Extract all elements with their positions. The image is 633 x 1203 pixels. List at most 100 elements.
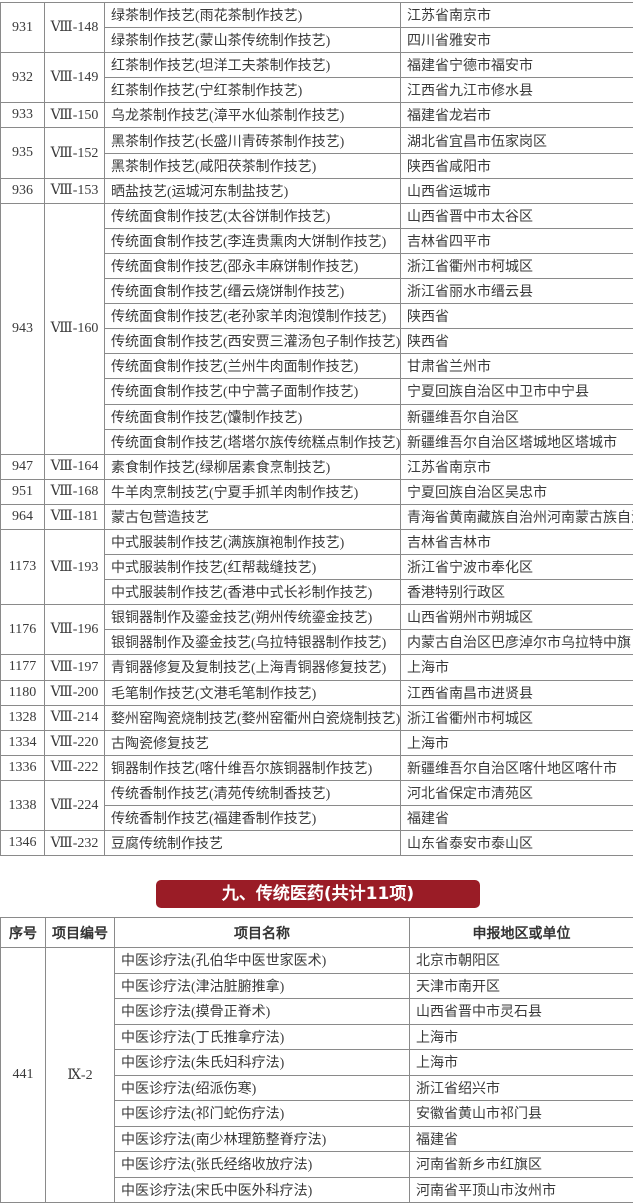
region: 新疆维吾尔自治区 (401, 404, 633, 429)
project-code: Ⅷ-164 (45, 454, 105, 479)
region: 陕西省 (401, 304, 633, 329)
project-code: Ⅷ-150 (45, 103, 105, 128)
project-name: 古陶瓷修复技艺 (105, 730, 401, 755)
project-code: Ⅷ-232 (45, 831, 105, 856)
serial-number: 964 (1, 504, 45, 529)
project-name: 绿茶制作技艺(蒙山茶传统制作技艺) (105, 28, 401, 53)
region: 河南省新乡市红旗区 (410, 1152, 633, 1178)
project-code: Ⅸ-2 (46, 948, 115, 1203)
project-name: 牛羊肉烹制技艺(宁夏手抓羊肉制作技艺) (105, 479, 401, 504)
project-name: 中式服装制作技艺(满族旗袍制作技艺) (105, 529, 401, 554)
header-code: 项目编号 (46, 918, 115, 948)
project-name: 银铜器制作及鎏金技艺(乌拉特银器制作技艺) (105, 630, 401, 655)
project-name: 红茶制作技艺(坦洋工夫茶制作技艺) (105, 53, 401, 78)
project-name: 毛笔制作技艺(文港毛笔制作技艺) (105, 680, 401, 705)
project-name: 传统面食制作技艺(太谷饼制作技艺) (105, 203, 401, 228)
region: 山西省运城市 (401, 178, 633, 203)
region: 福建省宁德市福安市 (401, 53, 633, 78)
project-name: 传统面食制作技艺(缙云烧饼制作技艺) (105, 279, 401, 304)
serial-number: 935 (1, 128, 45, 178)
section-banner-traditional-medicine: 九、传统医药(共计11项) (156, 880, 480, 908)
project-name: 传统面食制作技艺(老孙家羊肉泡馍制作技艺) (105, 304, 401, 329)
region: 上海市 (410, 1024, 633, 1050)
region: 安徽省黄山市祁门县 (410, 1101, 633, 1127)
region: 江西省南昌市进贤县 (401, 680, 633, 705)
region: 上海市 (410, 1050, 633, 1076)
serial-number: 1180 (1, 680, 45, 705)
region: 浙江省宁波市奉化区 (401, 555, 633, 580)
project-name: 黑茶制作技艺(长盛川青砖茶制作技艺) (105, 128, 401, 153)
serial-number: 947 (1, 454, 45, 479)
region: 江苏省南京市 (401, 454, 633, 479)
region: 四川省雅安市 (401, 28, 633, 53)
region: 福建省龙岩市 (401, 103, 633, 128)
project-code: Ⅷ-149 (45, 53, 105, 103)
region: 江苏省南京市 (401, 3, 633, 28)
project-code: Ⅷ-152 (45, 128, 105, 178)
project-name: 传统面食制作技艺(中宁蒿子面制作技艺) (105, 379, 401, 404)
region: 甘肃省兰州市 (401, 354, 633, 379)
region: 福建省 (410, 1126, 633, 1152)
header-region: 申报地区或单位 (410, 918, 633, 948)
project-name: 传统面食制作技艺(李连贵熏肉大饼制作技艺) (105, 228, 401, 253)
project-code: Ⅷ-181 (45, 504, 105, 529)
serial-number: 931 (1, 3, 45, 53)
project-name: 中医诊疗法(津沽脏腑推拿) (115, 973, 410, 999)
serial-number: 1177 (1, 655, 45, 680)
project-code: Ⅷ-193 (45, 529, 105, 604)
region: 河北省保定市清苑区 (401, 780, 633, 805)
project-code: Ⅷ-220 (45, 730, 105, 755)
project-name: 传统香制作技艺(清苑传统制香技艺) (105, 780, 401, 805)
project-name: 中医诊疗法(孔伯华中医世家医术) (115, 948, 410, 974)
header-name: 项目名称 (115, 918, 410, 948)
project-name: 黑茶制作技艺(咸阳茯茶制作技艺) (105, 153, 401, 178)
serial-number: 1346 (1, 831, 45, 856)
project-name: 红茶制作技艺(宁红茶制作技艺) (105, 78, 401, 103)
serial-number: 1173 (1, 529, 45, 604)
table-header-row: 序号 项目编号 项目名称 申报地区或单位 (1, 918, 633, 948)
region: 浙江省绍兴市 (410, 1075, 633, 1101)
region: 上海市 (401, 655, 633, 680)
region: 山东省泰安市泰山区 (401, 831, 633, 856)
region: 宁夏回族自治区吴忠市 (401, 479, 633, 504)
project-name: 中医诊疗法(绍派伤寒) (115, 1075, 410, 1101)
region: 吉林省吉林市 (401, 529, 633, 554)
project-code: Ⅷ-153 (45, 178, 105, 203)
project-name: 中医诊疗法(祁门蛇伤疗法) (115, 1101, 410, 1127)
project-name: 传统面食制作技艺(兰州牛肉面制作技艺) (105, 354, 401, 379)
region: 浙江省衢州市柯城区 (401, 253, 633, 278)
serial-number: 943 (1, 203, 45, 454)
project-code: Ⅷ-197 (45, 655, 105, 680)
region: 上海市 (401, 730, 633, 755)
region: 福建省 (401, 806, 633, 831)
project-name: 青铜器修复及复制技艺(上海青铜器修复技艺) (105, 655, 401, 680)
project-name: 传统面食制作技艺(邵永丰麻饼制作技艺) (105, 253, 401, 278)
project-code: Ⅷ-224 (45, 780, 105, 830)
region: 吉林省四平市 (401, 228, 633, 253)
region: 陕西省咸阳市 (401, 153, 633, 178)
project-name: 传统面食制作技艺(馕制作技艺) (105, 404, 401, 429)
region: 湖北省宜昌市伍家岗区 (401, 128, 633, 153)
project-name: 传统香制作技艺(福建香制作技艺) (105, 806, 401, 831)
region: 新疆维吾尔自治区喀什地区喀什市 (401, 755, 633, 780)
project-name: 中医诊疗法(张氏经络收放疗法) (115, 1152, 410, 1178)
project-name: 豆腐传统制作技艺 (105, 831, 401, 856)
project-code: Ⅷ-214 (45, 705, 105, 730)
region: 山西省晋中市太谷区 (401, 203, 633, 228)
serial-number: 441 (1, 948, 46, 1203)
region: 天津市南开区 (410, 973, 633, 999)
serial-number: 1176 (1, 605, 45, 655)
serial-number: 951 (1, 479, 45, 504)
